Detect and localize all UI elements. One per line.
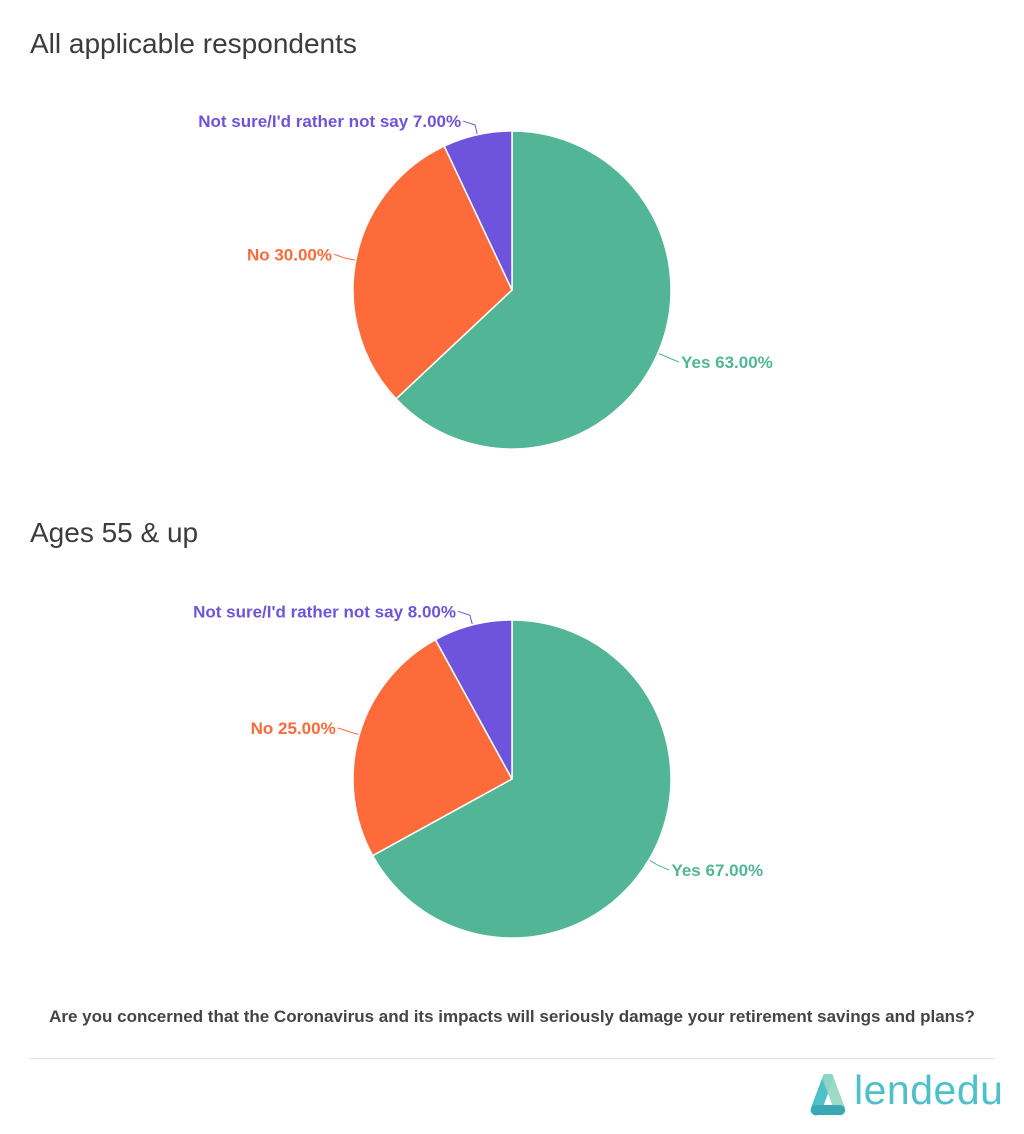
pie-chart-all-respondents: All applicable respondents Yes 63.00% No … xyxy=(0,0,1024,489)
slice-label-no: No 30.00% xyxy=(247,245,332,264)
leader-line-yes xyxy=(649,860,670,871)
pie-slice-no xyxy=(352,145,513,400)
slice-label-not-sure-i-d-rather-not-say: Not sure/I'd rather not say 8.00% xyxy=(193,602,456,621)
survey-question: Are you concerned that the Coronavirus a… xyxy=(49,1007,975,1026)
pie-chart-svg: Yes 63.00% No 30.00% Not sure/I'd rather n… xyxy=(198,112,773,450)
slice-label-yes: Yes 63.00% xyxy=(681,353,773,372)
slice-label-not-sure-i-d-rather-not-say: Not sure/I'd rather not say 7.00% xyxy=(198,112,461,131)
leader-line-not-sure-i-d-rather-not-say xyxy=(457,610,473,625)
leader-line-no xyxy=(337,727,359,735)
pie-slice-not-sure-i-d-rather-not-say xyxy=(434,619,513,780)
chart-title: Ages 55 & up xyxy=(30,517,199,548)
leader-line-not-sure-i-d-rather-not-say xyxy=(462,120,478,134)
pie-chart-svg: Yes 67.00% No 25.00% Not sure/I'd rather n… xyxy=(193,602,763,939)
pie-slice-yes xyxy=(395,130,672,450)
pie-slice-yes xyxy=(371,619,672,939)
pie-chart-ages-55-up: Ages 55 & up Yes 67.00% No 25.00% Not sure… xyxy=(0,489,1024,978)
slice-label-yes: Yes 67.00% xyxy=(671,861,763,880)
slice-label-no: No 25.00% xyxy=(251,719,336,738)
pie-slice-no xyxy=(352,638,514,857)
leader-line-no xyxy=(333,253,355,261)
lendedu-logo-icon xyxy=(810,1074,846,1116)
chart-title: All applicable respondents xyxy=(30,28,357,59)
leader-line-yes xyxy=(658,353,680,363)
pie-slice-not-sure-i-d-rather-not-say xyxy=(443,130,513,291)
logo-text: lendedu xyxy=(854,1067,1004,1113)
lendedu-logo: lendedu xyxy=(808,1067,1003,1120)
footer-divider xyxy=(30,1058,994,1059)
